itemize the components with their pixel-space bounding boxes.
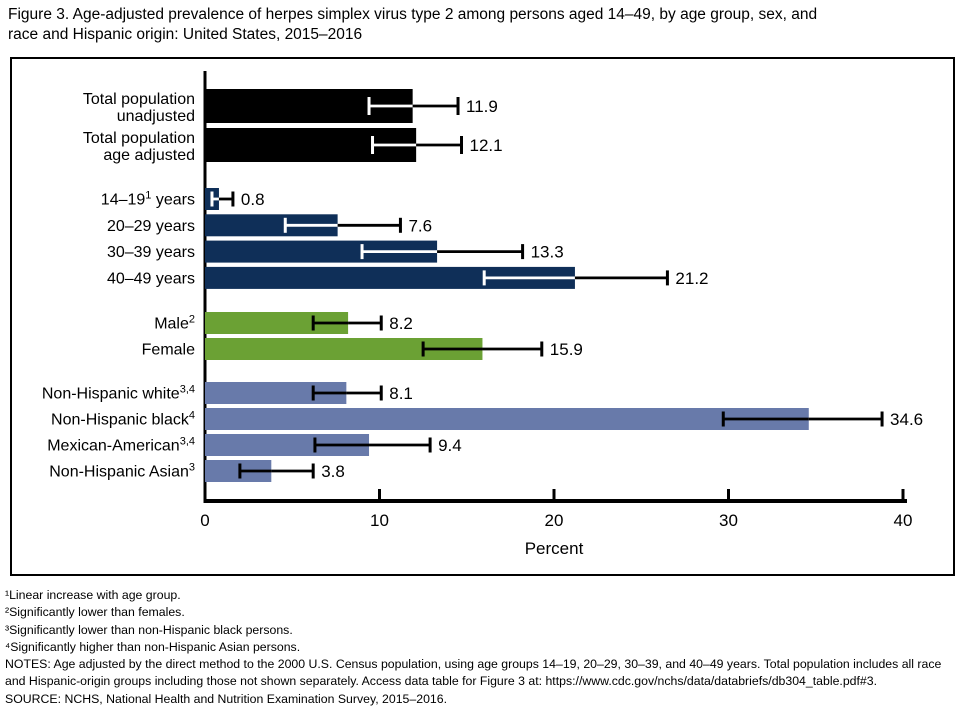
bar-non-hispanic-black: [205, 408, 809, 430]
category-label-mexican-american: Mexican-American3,4: [47, 436, 195, 455]
footnote-2: ²Significantly lower than females.: [5, 605, 185, 620]
error-bar-age-30-39: [360, 244, 525, 260]
category-label-total-unadjusted: Total population: [83, 91, 195, 108]
error-bar-total-age-adjusted: [371, 136, 464, 154]
error-bar-non-hispanic-asian: [238, 463, 315, 479]
value-label-total-unadjusted: 11.9: [466, 97, 498, 116]
value-label-non-hispanic-white: 8.1: [389, 384, 413, 403]
bar-age-20-29: [205, 214, 338, 237]
category-label-total-unadjusted: unadjusted: [117, 108, 195, 125]
footnote-source: SOURCE: NCHS, National Health and Nutrit…: [5, 691, 447, 706]
value-label-mexican-american: 9.4: [438, 436, 462, 455]
bar-mexican-american: [205, 434, 370, 456]
error-bar-age-14-19: [210, 191, 235, 207]
category-label-total-age-adjusted: age adjusted: [103, 147, 195, 164]
footnote-notes: NOTES: Age adjusted by the direct method…: [5, 657, 942, 689]
bar-non-hispanic-asian: [205, 460, 272, 482]
footnote-1: ¹Linear increase with age group.: [5, 588, 181, 602]
footnote-3: ³Significantly lower than non-Hispanic b…: [5, 622, 293, 637]
error-bar-male: [311, 315, 383, 331]
value-label-non-hispanic-asian: 3.8: [321, 462, 345, 481]
value-label-age-20-29: 7.6: [408, 216, 432, 235]
error-bar-non-hispanic-white: [311, 385, 383, 401]
bar-non-hispanic-white: [205, 382, 347, 404]
x-axis-tick-label: 10: [370, 511, 389, 530]
footnote-4: ⁴Significantly higher than non-Hispanic …: [5, 639, 301, 654]
category-label-age-20-29: 20–29 years: [107, 218, 195, 235]
bar-female: [205, 338, 483, 360]
category-label-female: Female: [142, 342, 195, 359]
category-label-male: Male2: [154, 314, 195, 333]
value-label-female: 15.9: [550, 340, 583, 359]
category-label-age-30-39: 30–39 years: [107, 244, 195, 261]
x-axis-title: Percent: [525, 539, 584, 558]
error-bar-mexican-american: [313, 437, 432, 453]
value-label-age-40-49: 21.2: [675, 269, 708, 288]
category-label-age-40-49: 40–49 years: [107, 270, 195, 287]
error-bar-female: [421, 341, 544, 357]
bar-chart-container: 0 10 20 30 40 Percent 11.9 Total population unad…: [12, 59, 953, 574]
category-label-non-hispanic-black: Non-Hispanic black4: [51, 410, 195, 429]
x-axis-tick-label: 20: [545, 511, 564, 530]
x-axis-tick-label: 30: [719, 511, 738, 530]
x-axis-tick-label: 0: [200, 511, 209, 530]
value-label-total-age-adjusted: 12.1: [470, 136, 503, 155]
error-bar-total-unadjusted: [367, 97, 460, 115]
error-bar-age-40-49: [482, 270, 669, 286]
value-label-age-14-19: 0.8: [241, 190, 265, 209]
value-label-male: 8.2: [389, 314, 413, 333]
value-label-age-30-39: 13.3: [531, 243, 564, 262]
x-axis-tick-label: 40: [894, 511, 913, 530]
category-label-total-age-adjusted: Total population: [83, 130, 195, 147]
category-label-non-hispanic-asian: Non-Hispanic Asian3: [49, 462, 195, 481]
footnotes: ¹Linear increase with age group. ²Signif…: [5, 587, 955, 708]
value-label-non-hispanic-black: 34.6: [890, 410, 923, 429]
error-bar-non-hispanic-black: [721, 411, 884, 427]
chart-box: 0 10 20 30 40 Percent 11.9 Total population unad…: [10, 57, 955, 576]
bar-age-40-49: [205, 266, 575, 289]
bar-age-30-39: [205, 240, 438, 263]
error-bar-age-20-29: [283, 217, 402, 233]
category-label-age-14-19: 14–191 years: [101, 190, 195, 209]
figure-title: Figure 3. Age-adjusted prevalence of her…: [8, 6, 818, 43]
category-label-non-hispanic-white: Non-Hispanic white3,4: [42, 384, 195, 403]
